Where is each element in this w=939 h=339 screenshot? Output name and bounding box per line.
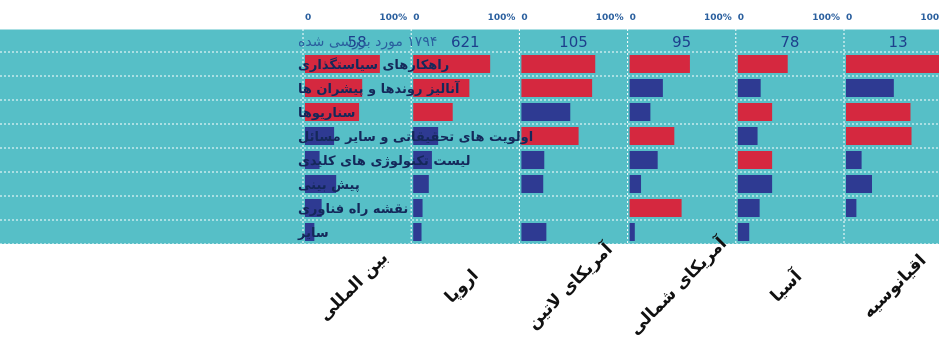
x-tick-hundred: 100% bbox=[704, 13, 732, 23]
bar bbox=[305, 223, 315, 241]
x-tick-hundred: 100% bbox=[812, 13, 840, 23]
bar bbox=[846, 127, 912, 145]
bar bbox=[521, 223, 547, 241]
bar bbox=[413, 55, 491, 73]
region-name: بین المللی bbox=[315, 248, 392, 325]
bar bbox=[413, 199, 423, 217]
bar bbox=[629, 103, 651, 121]
bar bbox=[413, 151, 432, 169]
panel-count: 58 bbox=[348, 33, 367, 51]
bar bbox=[521, 79, 593, 97]
bar bbox=[846, 175, 872, 193]
bar bbox=[305, 175, 337, 193]
x-tick-hundred: 100% bbox=[920, 13, 939, 23]
bar bbox=[305, 55, 380, 73]
bar bbox=[305, 79, 363, 97]
row-label: سناریوها bbox=[298, 106, 355, 121]
panel-names: بین المللی اروپا آمریکای لاتین آمریکای شمال… bbox=[315, 231, 930, 339]
bar bbox=[305, 199, 322, 217]
bar bbox=[305, 151, 320, 169]
panel-count: 78 bbox=[780, 33, 799, 51]
x-tick-zero: 0 bbox=[846, 13, 852, 23]
row-label: لیست تکنولوژی های کلیدی bbox=[298, 154, 471, 169]
row-label: راهکارهای سیاستگذاری bbox=[298, 57, 449, 73]
bar bbox=[629, 55, 690, 73]
region-name: آسیا bbox=[765, 264, 807, 306]
bar bbox=[413, 223, 422, 241]
row-labels: ۱۷۹۴ مورد بررسی شده راهکارهای سیاستگذاری… bbox=[297, 34, 533, 241]
bar bbox=[413, 127, 439, 145]
bar bbox=[629, 79, 663, 97]
bar bbox=[521, 175, 544, 193]
bar bbox=[737, 103, 773, 121]
bar bbox=[305, 127, 335, 145]
bar bbox=[629, 175, 642, 193]
bar bbox=[846, 79, 894, 97]
region-name: آمریکای شمالی bbox=[624, 231, 732, 339]
bar bbox=[521, 55, 596, 73]
bar bbox=[737, 127, 758, 145]
bar bbox=[737, 151, 773, 169]
x-tick-labels: 0 100% 0 100% 0 100% 0 100% 0 100% 0 100% bbox=[305, 13, 939, 23]
bar bbox=[846, 55, 939, 73]
row-label: سایر bbox=[297, 226, 329, 241]
x-tick-zero: 0 bbox=[305, 13, 311, 23]
grid-lines bbox=[0, 28, 939, 245]
bar bbox=[846, 199, 857, 217]
bar bbox=[413, 175, 429, 193]
bar bbox=[846, 151, 862, 169]
x-tick-zero: 0 bbox=[738, 13, 744, 23]
bars bbox=[305, 55, 939, 241]
x-tick-zero: 0 bbox=[630, 13, 636, 23]
bar bbox=[629, 199, 682, 217]
bar bbox=[305, 103, 360, 121]
x-tick-zero: 0 bbox=[413, 13, 419, 23]
row-label: پیش بینی bbox=[298, 178, 360, 193]
bar bbox=[413, 79, 470, 97]
row-label: نقشه راه فناوری bbox=[298, 202, 408, 217]
panel-count: 95 bbox=[672, 33, 691, 51]
x-tick-hundred: 100% bbox=[488, 13, 516, 23]
bar bbox=[737, 223, 750, 241]
region-name: اقیانوسیه bbox=[859, 251, 931, 323]
x-tick-hundred: 100% bbox=[379, 13, 407, 23]
region-name: اروپا bbox=[441, 266, 483, 308]
bar bbox=[629, 127, 675, 145]
bar bbox=[737, 79, 761, 97]
bar bbox=[846, 103, 911, 121]
bar bbox=[521, 103, 571, 121]
x-tick-zero: 0 bbox=[521, 13, 527, 23]
panel-count: 621 bbox=[451, 33, 480, 51]
x-tick-hundred: 100% bbox=[596, 13, 624, 23]
panel-count: 13 bbox=[889, 33, 908, 51]
bar bbox=[521, 127, 579, 145]
row-label: اولویت های تحقیقاتی و سایر مسائل bbox=[298, 130, 533, 145]
region-name: آمریکای لاتین bbox=[522, 237, 618, 333]
bar bbox=[737, 175, 773, 193]
bar bbox=[629, 151, 658, 169]
row-label: آنالیز روندها و پیشران ها bbox=[298, 80, 460, 97]
panel-counts: 58 621 105 95 78 13 bbox=[348, 33, 908, 51]
bar bbox=[413, 103, 453, 121]
bar bbox=[737, 199, 760, 217]
header-label: ۱۷۹۴ مورد بررسی شده bbox=[298, 34, 437, 50]
bar bbox=[629, 223, 635, 241]
bar bbox=[737, 55, 788, 73]
panel-count: 105 bbox=[559, 33, 588, 51]
bar bbox=[521, 151, 545, 169]
